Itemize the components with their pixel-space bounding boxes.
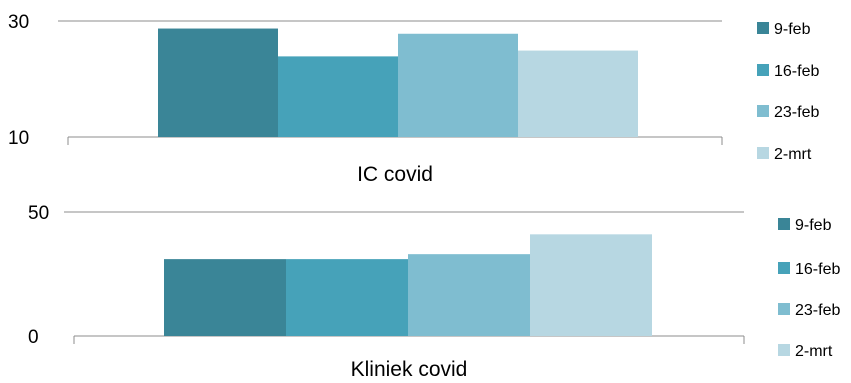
legend-swatch [757, 105, 769, 117]
legend-swatch [778, 218, 790, 230]
y-tick-label: 50 [28, 203, 49, 224]
y-tick-label: 0 [28, 327, 39, 348]
legend-label: 2-mrt [795, 343, 833, 360]
legend-swatch [757, 64, 769, 76]
legend-swatch [757, 22, 769, 34]
bar-9-feb [164, 259, 286, 336]
chart-2: 0 50 Kliniek covid 9-feb 16-feb 23-feb 2-mrt [28, 203, 840, 381]
legend-label: 9-feb [795, 217, 832, 234]
bar-23-feb [408, 254, 530, 336]
legend-label: 9-feb [774, 21, 811, 38]
legend-swatch [778, 262, 790, 274]
legend-label: 23-feb [774, 104, 819, 121]
legend-swatch [778, 303, 790, 315]
y-tick-label: 10 [8, 128, 29, 149]
legend-label: 16-feb [795, 261, 840, 278]
legend-swatch [757, 147, 769, 159]
bar-23-feb [398, 33, 518, 138]
chart-1: 10 30 IC covid 9-feb 16-feb 23-feb 2-mrt [8, 12, 819, 186]
y-tick-label: 30 [8, 12, 29, 33]
x-category-label: IC covid [357, 163, 433, 186]
bar-2-mrt [530, 234, 652, 336]
legend-label: 23-feb [795, 302, 840, 319]
bar-16-feb [278, 56, 398, 137]
legend-swatch [778, 344, 790, 356]
x-category-label: Kliniek covid [351, 358, 468, 381]
bar-16-feb [286, 259, 408, 336]
legend-label: 16-feb [774, 63, 819, 80]
bar-2-mrt [518, 50, 638, 137]
legend-label: 2-mrt [774, 146, 812, 163]
bar-9-feb [158, 28, 278, 137]
